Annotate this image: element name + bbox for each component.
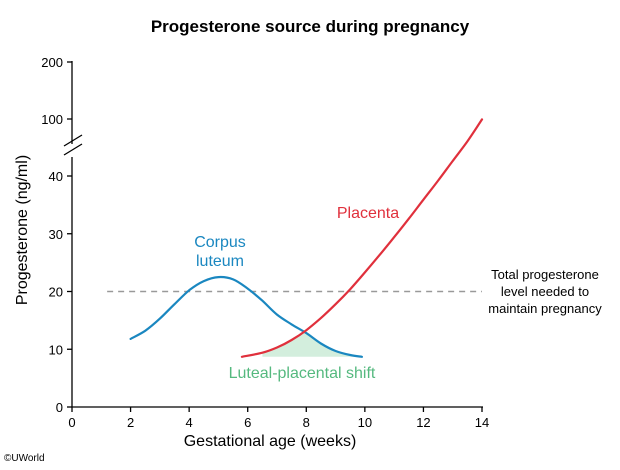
y-tick-label: 20 — [49, 285, 63, 300]
x-tick-label: 2 — [127, 415, 134, 430]
threshold-label: Total progesterone — [491, 267, 599, 282]
copyright-credit: ©UWorld — [4, 453, 45, 464]
axis-break-mark-1 — [63, 134, 83, 147]
x-axis-label: Gestational age (weeks) — [184, 433, 357, 450]
x-tick-label: 4 — [186, 415, 193, 430]
corpus-luteum-line — [129, 275, 363, 358]
axis-break-mark-2 — [63, 143, 83, 156]
y-tick-label: 40 — [49, 169, 63, 184]
x-tick-label: 10 — [358, 415, 372, 430]
placenta-line — [240, 118, 484, 358]
chart-title: Progesterone source during pregnancy — [151, 17, 470, 36]
x-tick-label: 6 — [244, 415, 251, 430]
y-axis-label: Progesterone (ng/ml) — [14, 155, 31, 305]
x-tick-label: 8 — [303, 415, 310, 430]
y-tick-label: 200 — [41, 55, 63, 70]
x-tick-label: 12 — [416, 415, 430, 430]
x-tick-label: 14 — [475, 415, 489, 430]
luteal-placental-shift-area — [262, 332, 362, 357]
corpus-luteum-label: luteum — [196, 253, 244, 270]
threshold-label: maintain pregnancy — [488, 301, 602, 316]
x-tick-label: 0 — [68, 415, 75, 430]
luteal-placental-shift-label: Luteal-placental shift — [229, 365, 376, 382]
placenta-label: Placenta — [337, 205, 399, 222]
y-tick-label: 100 — [41, 112, 63, 127]
y-tick-label: 30 — [49, 227, 63, 242]
y-tick-label: 0 — [56, 400, 63, 415]
threshold-label: level needed to — [501, 284, 589, 299]
y-tick-label: 10 — [49, 342, 63, 357]
corpus-luteum-label: Corpus — [194, 234, 246, 251]
